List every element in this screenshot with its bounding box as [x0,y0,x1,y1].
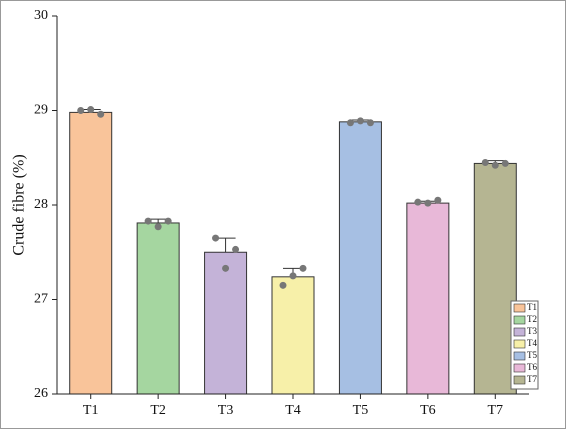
x-tick-label: T6 [420,403,436,418]
data-point [501,159,509,167]
y-tick-label: 29 [34,103,48,118]
legend-swatch [513,327,526,337]
x-tick-label: T5 [353,403,369,418]
legend-swatch [513,339,526,349]
y-tick-label: 28 [34,197,48,212]
data-point [424,199,432,207]
data-point [491,161,499,169]
data-point [87,106,95,114]
legend: T1 T2 T3 T4 T5 T6 T7 [510,300,539,390]
legend-label: T1 [527,302,537,312]
data-point [356,117,364,125]
legend-label: T6 [527,362,537,372]
x-tick-label: T4 [285,403,301,418]
x-tick-label: T3 [218,403,234,418]
data-point [154,223,162,231]
data-point [232,245,240,253]
legend-swatch [513,315,526,325]
legend-label: T2 [527,314,537,324]
legend-label: T4 [527,338,537,348]
legend-swatch [513,351,526,361]
data-point [279,281,287,289]
data-point [481,158,489,166]
data-point [434,196,442,204]
legend-label: T3 [527,326,537,336]
bar [204,251,248,395]
bar [69,111,113,395]
legend-swatch [513,363,526,373]
data-point [144,217,152,225]
data-point [299,264,307,272]
data-point [212,234,220,242]
data-point [222,264,230,272]
x-tick-label: T2 [150,403,166,418]
error-bar [148,218,169,223]
x-tick-label: T7 [488,403,504,418]
legend-swatch [513,375,526,385]
data-point [366,119,374,127]
bar [338,121,382,395]
data-point [97,110,105,118]
y-tick-label: 26 [34,386,48,401]
y-axis-label: Crude fibre (%) [11,154,28,255]
bar [406,202,450,395]
y-tick-label: 27 [34,292,48,307]
data-point [77,107,85,114]
x-tick-label: T1 [83,403,99,418]
data-point [414,198,422,206]
y-tick-label: 30 [34,8,48,23]
data-point [346,119,354,127]
data-point [289,272,297,280]
legend-label: T5 [527,350,537,360]
data-point [164,217,172,225]
legend-swatch [513,303,526,313]
bar [136,222,180,395]
bar [473,162,517,395]
bar [271,276,315,395]
legend-label: T7 [527,374,537,384]
